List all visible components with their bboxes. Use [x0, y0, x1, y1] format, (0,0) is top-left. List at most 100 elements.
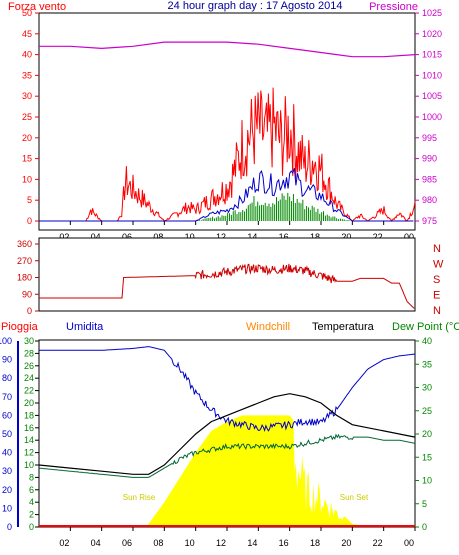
- time-tick-label: 00: [404, 538, 414, 548]
- time-tick-label: 06: [122, 538, 132, 548]
- pressure-tick-label: 1005: [422, 91, 442, 101]
- time-tick-label: 10: [185, 538, 195, 548]
- time-tick-label: 02: [59, 538, 69, 548]
- pressure-tick-label: 990: [422, 154, 437, 164]
- wind-tick-label: 25: [22, 112, 32, 122]
- temperature-tick-label: 6: [29, 485, 34, 495]
- temperature-line: [38, 393, 416, 475]
- pressure-tick-label: 1000: [422, 112, 442, 122]
- humidity-axis-title: Umidita: [66, 321, 104, 333]
- time-tick-label: 20: [341, 538, 351, 548]
- temperature-tick-label: 20: [24, 398, 34, 408]
- wind-direction-line: [39, 263, 415, 309]
- time-tick-label: 18: [310, 538, 320, 548]
- compass-label: N: [433, 305, 441, 317]
- pressure-tick-label: 1010: [422, 70, 442, 80]
- temperature-tick-label: 30: [24, 336, 34, 346]
- dewpoint-tick-label: 40: [422, 336, 432, 346]
- temperature-tick-label: 2: [29, 510, 34, 520]
- temperature-tick-label: 18: [24, 410, 34, 420]
- pressure-tick-label: 980: [422, 195, 437, 205]
- time-tick-label: 18: [310, 232, 320, 242]
- time-tick-label: 16: [279, 538, 289, 548]
- compass-label: N: [433, 243, 441, 255]
- humidity-tick-label: 40: [2, 448, 12, 458]
- wind-tick-label: 45: [22, 29, 32, 39]
- temperature-tick-label: 4: [29, 497, 34, 507]
- time-tick-label: 12: [216, 232, 226, 242]
- wind-speed-axis: 0 5 10 15 20 25 30 35 40 45 50: [22, 8, 39, 226]
- time-tick-label: 02: [59, 232, 69, 242]
- dewpoint-tick-label: 15: [422, 452, 432, 462]
- temperature-tick-label: 12: [24, 448, 34, 458]
- humidity-tick-label: 10: [2, 503, 12, 513]
- wind-tick-label: 5: [27, 195, 32, 205]
- pressure-line: [39, 41, 416, 58]
- time-axis-bottom: 02 04 06 08 10 12 14 16 18 20 22 00: [59, 527, 416, 548]
- compass-label: E: [433, 290, 440, 302]
- dewpoint-tick-label: 10: [422, 476, 432, 486]
- sunrise-label: Sun Rise: [123, 493, 156, 502]
- time-tick-label: 22: [373, 232, 383, 242]
- humidity-tick-label: 60: [2, 410, 12, 420]
- humidity-tick-label: 90: [2, 355, 12, 365]
- solar-radiation-area: [145, 415, 368, 527]
- temperature-tick-label: 14: [24, 435, 34, 445]
- pressure-axis-title: Pressione: [369, 1, 418, 13]
- wind-tick-label: 50: [22, 8, 32, 18]
- humidity-axis: 0 10 20 30 40 50 60 70 80 90 100: [0, 336, 19, 532]
- wind-tick-label: 0: [27, 216, 32, 226]
- rain-axis-title: Pioggia: [1, 321, 39, 333]
- time-tick-label: 06: [122, 232, 132, 242]
- direction-tick-label: 360: [17, 239, 32, 249]
- pressure-axis: 975 980 985 990 995 1000 1005 1010 1015 1020 1025: [415, 8, 442, 226]
- humidity-tick-label: 70: [2, 392, 12, 402]
- time-tick-label: 20: [341, 232, 351, 242]
- pressure-tick-label: 1025: [422, 8, 442, 18]
- pressure-tick-label: 1020: [422, 29, 442, 39]
- wind-tick-label: 10: [22, 174, 32, 184]
- temperature-tick-label: 8: [29, 472, 34, 482]
- wind-tick-label: 30: [22, 91, 32, 101]
- humidity-tick-label: 0: [7, 522, 12, 532]
- time-tick-label: 04: [91, 538, 101, 548]
- time-tick-label: 00: [404, 232, 414, 242]
- chart-title: 24 hour graph day : 17 Agosto 2014: [168, 0, 343, 12]
- compass-label: S: [433, 274, 440, 286]
- temperature-tick-label: 0: [29, 522, 34, 532]
- dewpoint-tick-label: 35: [422, 359, 432, 369]
- time-tick-label: 16: [279, 232, 289, 242]
- pressure-tick-label: 1015: [422, 50, 442, 60]
- wind-tick-label: 15: [22, 154, 32, 164]
- direction-tick-label: 270: [17, 256, 32, 266]
- wind-pressure-series: [39, 41, 416, 222]
- dewpoint-legend: Dew Point (°C: [392, 321, 459, 333]
- humidity-tick-label: 20: [2, 485, 12, 495]
- humidity-temperature-series: [38, 346, 416, 527]
- wind-tick-label: 35: [22, 70, 32, 80]
- dewpoint-tick-label: 0: [422, 522, 427, 532]
- pressure-tick-label: 995: [422, 133, 437, 143]
- wind-tick-label: 20: [22, 133, 32, 143]
- wind-direction-series: [39, 263, 415, 309]
- temperature-tick-label: 28: [24, 348, 34, 358]
- humidity-tick-label: 50: [2, 429, 12, 439]
- time-tick-label: 12: [216, 538, 226, 548]
- direction-tick-label: 180: [17, 273, 32, 283]
- dewpoint-tick-label: 30: [422, 383, 432, 393]
- temperature-tick-label: 22: [24, 386, 34, 396]
- time-axis-top: 02 04 06 08 10 12 14 16 18 20 22 00: [59, 221, 416, 242]
- pressure-tick-label: 985: [422, 174, 437, 184]
- time-tick-label: 08: [153, 538, 163, 548]
- dewpoint-tick-label: 25: [422, 406, 432, 416]
- time-tick-label: 14: [247, 232, 257, 242]
- humidity-tick-label: 100: [0, 336, 12, 346]
- time-tick-label: 04: [91, 232, 101, 242]
- time-tick-label: 22: [373, 538, 383, 548]
- pressure-tick-label: 975: [422, 216, 437, 226]
